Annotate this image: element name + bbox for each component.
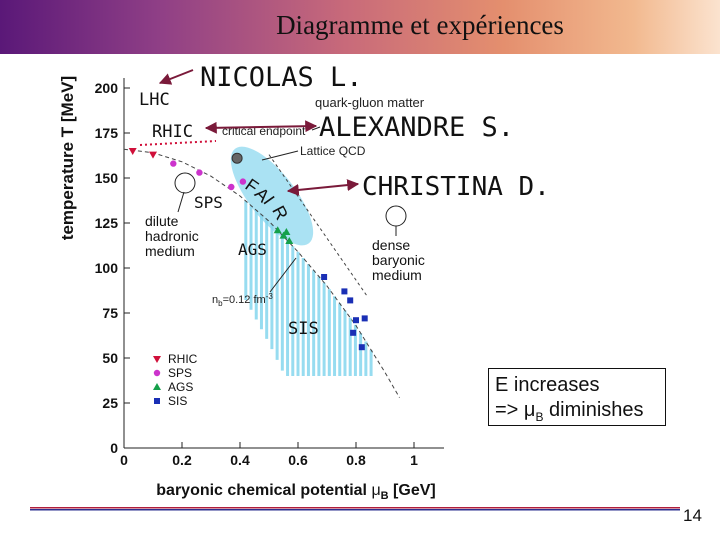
ags-point bbox=[279, 231, 288, 239]
alexandre-arrow bbox=[204, 120, 318, 134]
dilute-pointer-line bbox=[177, 191, 185, 213]
label-dilute-1: dilute bbox=[145, 213, 179, 229]
x-axis-title-mu: μ bbox=[371, 482, 380, 499]
page-number: 14 bbox=[683, 506, 702, 525]
freezeout-curve bbox=[123, 148, 400, 398]
critical-region-ellipse bbox=[230, 146, 314, 246]
dense-region-shading bbox=[244, 201, 373, 376]
x-tick-label: 0.2 bbox=[172, 452, 192, 468]
annotation-nicolas: NICOLAS L. bbox=[200, 62, 363, 93]
y-tick-label: 175 bbox=[95, 125, 119, 141]
y-tick-label: 150 bbox=[95, 170, 119, 186]
label-dilute-3: medium bbox=[145, 243, 195, 259]
sps-point bbox=[196, 169, 203, 176]
axis-ticks: 0 0.2 0.4 0.6 0.8 1 0 25 50 75 100 125 150 175 200 bbox=[95, 80, 418, 468]
annotation-ags: AGS bbox=[238, 240, 267, 259]
y-tick-label: 100 bbox=[95, 260, 119, 276]
title-bar bbox=[0, 0, 720, 54]
mu-symbol: μ bbox=[523, 399, 536, 421]
y-tick-label: 50 bbox=[102, 350, 118, 366]
annotation-sps: SPS bbox=[194, 193, 223, 212]
label-dense-2: baryonic bbox=[372, 252, 425, 268]
ags-point bbox=[153, 383, 161, 390]
sis-point bbox=[353, 317, 359, 324]
sis-point bbox=[347, 297, 354, 304]
christina-arrow bbox=[286, 179, 360, 196]
sis-point bbox=[154, 398, 160, 404]
x-axis-title-main: baryonic chemical potential bbox=[156, 482, 371, 499]
label-lattice-qcd: Lattice QCD bbox=[300, 144, 366, 158]
sis-point bbox=[341, 288, 348, 295]
rhic-point bbox=[149, 151, 157, 159]
ags-point bbox=[282, 228, 291, 235]
x-tick-label: 0 bbox=[120, 452, 128, 468]
legend-label: AGS bbox=[168, 380, 193, 394]
sps-point bbox=[239, 178, 247, 185]
annotation-alexandre: ALEXANDRE S. bbox=[319, 112, 515, 143]
sps-point bbox=[228, 183, 235, 191]
info-line-1: E increases bbox=[495, 374, 600, 396]
rhic-point bbox=[153, 356, 161, 363]
annotation-lhc: LHC bbox=[139, 90, 170, 110]
page-title: Diagramme et expériences bbox=[276, 10, 564, 40]
legend-label: RHIC bbox=[168, 352, 198, 366]
info-box: E increases => μB diminishes bbox=[488, 368, 666, 426]
label-dilute-2: hadronic bbox=[145, 228, 199, 244]
annotation-rhic: RHIC bbox=[152, 122, 193, 142]
sis-point bbox=[350, 329, 357, 336]
y-tick-label: 200 bbox=[95, 80, 119, 96]
footer-line bbox=[30, 507, 680, 511]
ags-point bbox=[273, 226, 282, 234]
y-tick-label: 25 bbox=[102, 395, 118, 411]
label-quark-gluon-matter: quark-gluon matter bbox=[315, 95, 425, 110]
x-axis-title: baryonic chemical potential μB [GeV] bbox=[156, 482, 435, 502]
x-axis-title-unit: [GeV] bbox=[389, 482, 436, 499]
y-tick-label: 75 bbox=[102, 305, 118, 321]
data-points bbox=[128, 148, 368, 351]
y-axis-title: temperature T [MeV] bbox=[58, 76, 77, 240]
lattice-pointer bbox=[261, 150, 299, 161]
sis-point bbox=[321, 274, 328, 280]
sps-point bbox=[170, 160, 177, 167]
x-tick-label: 0.8 bbox=[346, 452, 366, 468]
y-tick-label: 0 bbox=[110, 440, 118, 456]
label-dense-3: medium bbox=[372, 267, 422, 283]
info-line-2: => μB diminishes bbox=[495, 399, 644, 424]
sis-point bbox=[361, 315, 368, 322]
x-tick-label: 0.6 bbox=[288, 452, 308, 468]
x-tick-label: 0.4 bbox=[230, 452, 250, 468]
nicolas-arrow bbox=[158, 69, 194, 85]
x-tick-label: 1 bbox=[410, 452, 418, 468]
critical-endpoint-marker bbox=[231, 152, 243, 164]
y-tick-label: 125 bbox=[95, 215, 119, 231]
x-axis-title-sub: B bbox=[381, 490, 389, 502]
label-density: nb=0.12 fm-3 bbox=[212, 292, 273, 308]
sps-point bbox=[153, 369, 161, 377]
label-dense-1: dense bbox=[372, 237, 410, 253]
dilute-pointer-circle bbox=[174, 172, 196, 194]
density-line bbox=[268, 154, 369, 298]
annotation-christina: CHRISTINA D. bbox=[362, 172, 550, 202]
dense-pointer-circle bbox=[385, 205, 407, 227]
legend-label: SIS bbox=[168, 394, 187, 408]
legend-label: SPS bbox=[168, 366, 192, 380]
sis-point bbox=[358, 344, 365, 351]
ags-point bbox=[285, 237, 294, 244]
density-pointer bbox=[269, 257, 297, 293]
rhic-point bbox=[128, 148, 137, 155]
annotation-sis: SIS bbox=[288, 319, 319, 339]
